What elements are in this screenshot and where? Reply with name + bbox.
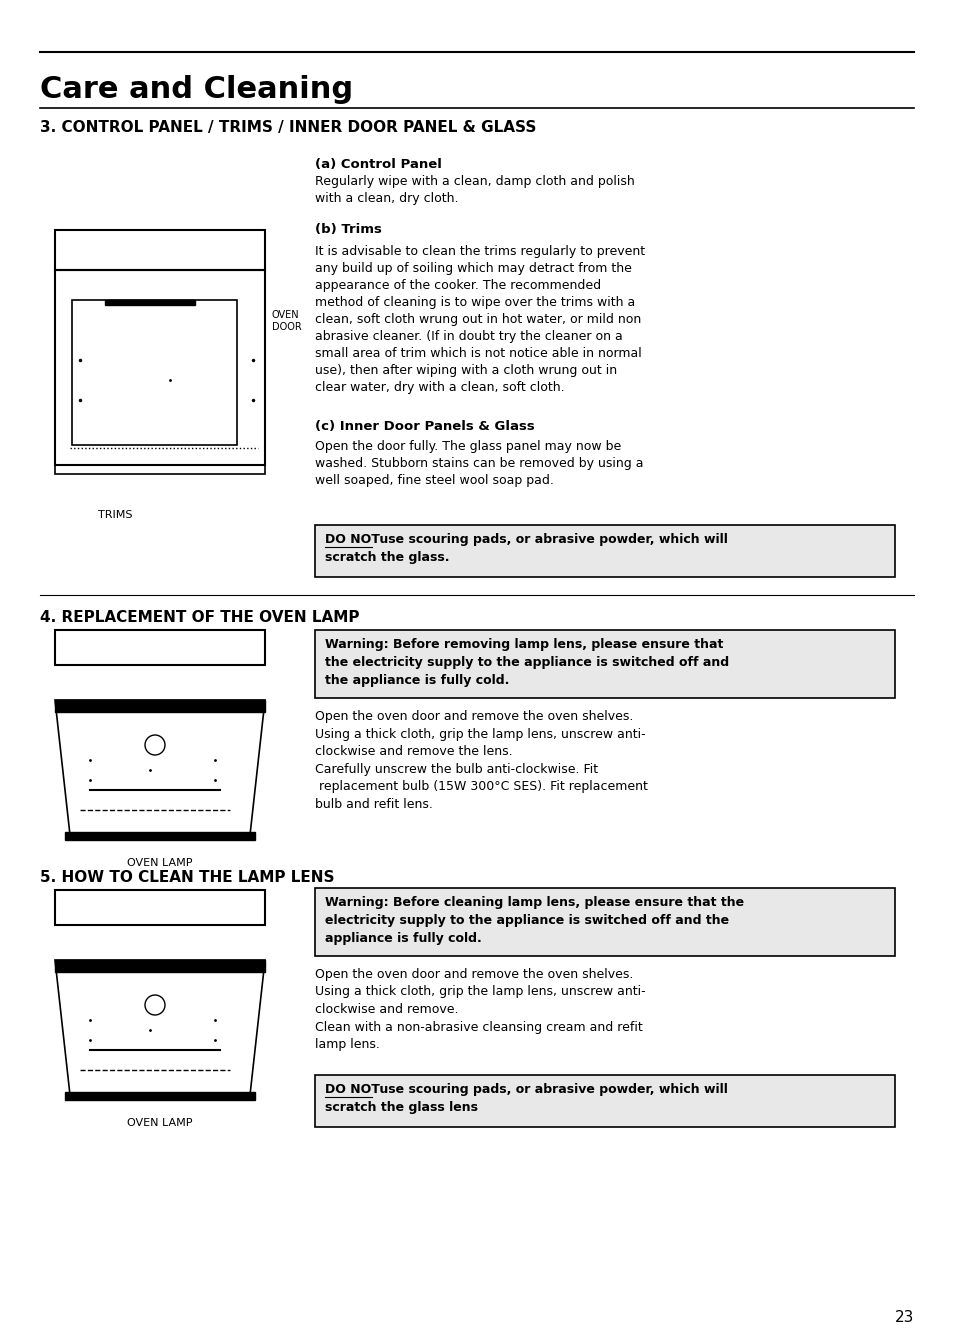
Text: (a) Control Panel: (a) Control Panel (314, 158, 441, 171)
Text: OVEN LAMP: OVEN LAMP (127, 858, 193, 868)
Bar (55, 961, 265, 973)
Bar (55, 230, 265, 270)
Text: (b) Trims: (b) Trims (314, 223, 381, 236)
Bar (105, 301, 194, 305)
Text: Open the oven door and remove the oven shelves.
Using a thick cloth, grip the la: Open the oven door and remove the oven s… (314, 709, 647, 811)
Bar (65, 832, 254, 840)
Bar (55, 631, 265, 665)
Text: OVEN LAMP: OVEN LAMP (127, 1118, 193, 1128)
Text: OVEN
DOOR: OVEN DOOR (272, 310, 301, 333)
Text: Warning: Before removing lamp lens, please ensure that
the electricity supply to: Warning: Before removing lamp lens, plea… (325, 639, 728, 687)
Text: TRIMS: TRIMS (97, 510, 132, 520)
Text: 4. REPLACEMENT OF THE OVEN LAMP: 4. REPLACEMENT OF THE OVEN LAMP (40, 611, 359, 625)
Text: Regularly wipe with a clean, damp cloth and polish
with a clean, dry cloth.: Regularly wipe with a clean, damp cloth … (314, 175, 634, 204)
Text: use scouring pads, or abrasive powder, which will: use scouring pads, or abrasive powder, w… (375, 1083, 727, 1096)
Bar (314, 631, 894, 697)
Bar (65, 1092, 254, 1100)
Bar (314, 888, 894, 957)
Text: Care and Cleaning: Care and Cleaning (40, 75, 353, 104)
Bar (55, 465, 265, 474)
Text: Open the oven door and remove the oven shelves.
Using a thick cloth, grip the la: Open the oven door and remove the oven s… (314, 969, 645, 1051)
Text: scratch the glass.: scratch the glass. (325, 550, 449, 564)
Text: 5. HOW TO CLEAN THE LAMP LENS: 5. HOW TO CLEAN THE LAMP LENS (40, 870, 335, 884)
Bar (55, 700, 265, 712)
Text: scratch the glass lens: scratch the glass lens (325, 1101, 477, 1114)
Text: Warning: Before cleaning lamp lens, please ensure that the
electricity supply to: Warning: Before cleaning lamp lens, plea… (325, 896, 743, 945)
Bar (314, 525, 894, 577)
Text: Open the door fully. The glass panel may now be
washed. Stubborn stains can be r: Open the door fully. The glass panel may… (314, 440, 643, 488)
Text: DO NOT: DO NOT (325, 1083, 379, 1096)
Bar (314, 1075, 894, 1128)
Text: (c) Inner Door Panels & Glass: (c) Inner Door Panels & Glass (314, 420, 535, 433)
Text: 23: 23 (894, 1311, 913, 1325)
Text: use scouring pads, or abrasive powder, which will: use scouring pads, or abrasive powder, w… (375, 533, 727, 546)
Text: It is advisable to clean the trims regularly to prevent
any build up of soiling : It is advisable to clean the trims regul… (314, 244, 644, 394)
Bar (55, 270, 265, 465)
Bar (55, 890, 265, 925)
Bar (71, 301, 236, 445)
Text: 3. CONTROL PANEL / TRIMS / INNER DOOR PANEL & GLASS: 3. CONTROL PANEL / TRIMS / INNER DOOR PA… (40, 120, 536, 135)
Text: DO NOT: DO NOT (325, 533, 379, 546)
